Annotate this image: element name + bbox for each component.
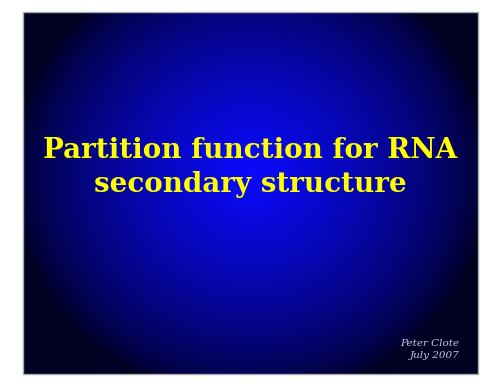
Text: Peter Clote
July 2007: Peter Clote July 2007: [400, 339, 460, 360]
Text: Partition function for RNA
secondary structure: Partition function for RNA secondary str…: [43, 137, 457, 198]
